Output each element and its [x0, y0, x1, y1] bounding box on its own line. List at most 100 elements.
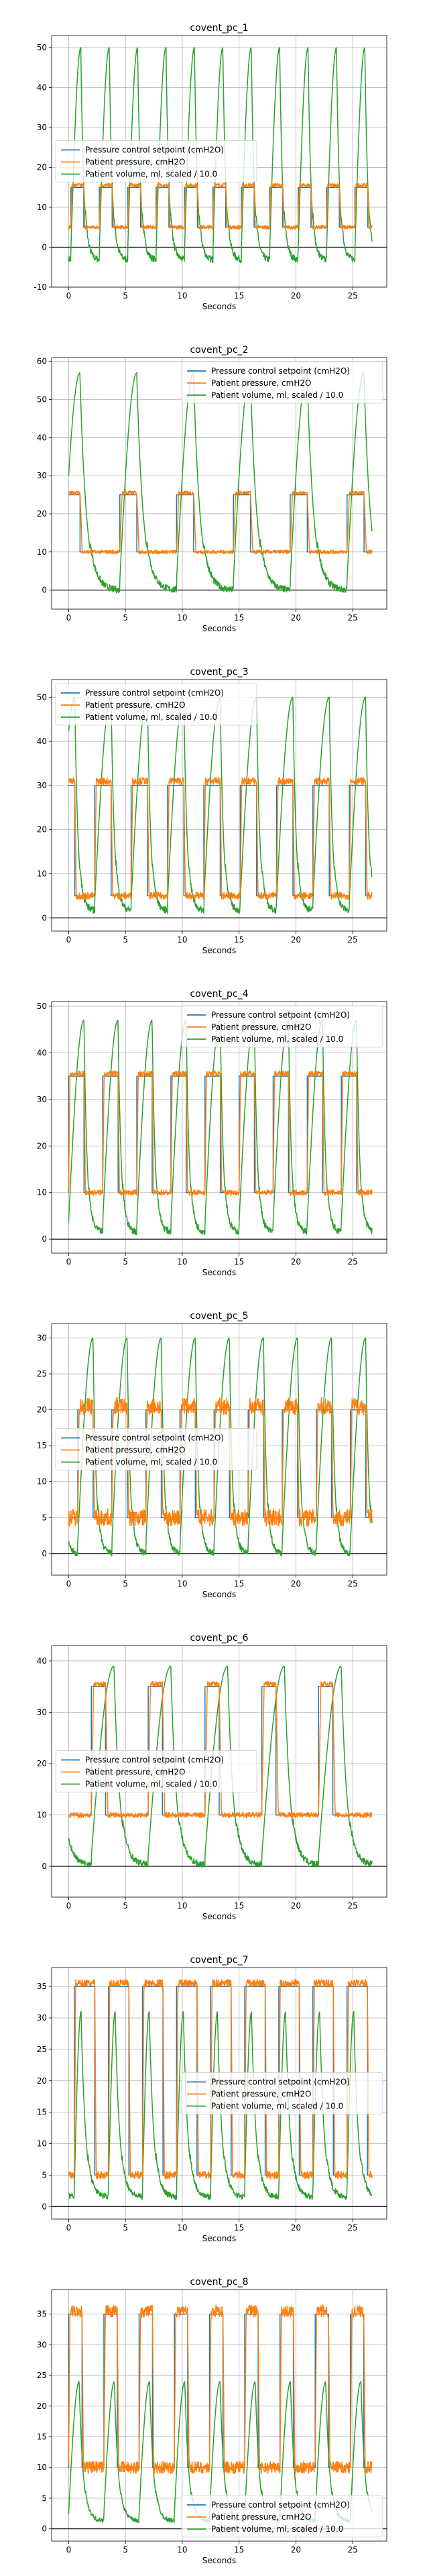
x-tick-label: 10	[177, 1579, 187, 1589]
y-tick-label: 20	[37, 162, 47, 172]
x-tick-label: 10	[177, 613, 187, 623]
legend-box	[55, 140, 257, 182]
legend-box	[181, 2072, 383, 2114]
x-tick-label: 25	[348, 935, 358, 945]
x-tick-label: 20	[291, 1901, 301, 1911]
y-tick-label: 40	[37, 433, 47, 442]
y-tick-label: 30	[37, 2013, 47, 2023]
legend-box	[181, 2495, 383, 2538]
legend-entry: Patient pressure, cmH2O	[211, 2090, 311, 2099]
x-tick-label: 5	[123, 2223, 128, 2233]
legend-entry: Patient volume, ml, scaled / 10.0	[211, 390, 343, 400]
y-tick-label: 10	[37, 2139, 47, 2149]
series-group	[68, 47, 373, 264]
y-tick-label: 0	[42, 1234, 47, 1244]
y-tick-label: 30	[37, 1707, 47, 1717]
y-tick-label: 0	[42, 913, 47, 922]
y-tick-label: 20	[37, 825, 47, 835]
x-tick-label: 20	[291, 613, 301, 623]
x-tick-label: 5	[123, 291, 128, 301]
y-tick-label: 40	[37, 737, 47, 746]
legend-entry: Pressure control setpoint (cmH2O)	[211, 1010, 350, 1020]
x-axis-label: Seconds	[202, 1590, 236, 1599]
chart-panel: covent_pc_3 0 5 10 15 20 25 0 10 20 30 40 50 Seconds P…	[37, 667, 387, 955]
legend-entry: Patient pressure, cmH2O	[85, 158, 185, 167]
chart-title: covent_pc_1	[190, 23, 248, 34]
legend-entry: Pressure control setpoint (cmH2O)	[85, 1756, 224, 1765]
x-tick-label: 20	[291, 1579, 301, 1589]
x-tick-label: 5	[123, 1257, 128, 1267]
legend-entry: Patient volume, ml, scaled / 10.0	[211, 1034, 343, 1044]
plot-frame	[51, 1323, 387, 1576]
y-tick-label: 30	[37, 1095, 47, 1104]
legend-entry: Patient volume, ml, scaled / 10.0	[85, 1458, 217, 1467]
chart-title: covent_pc_7	[190, 1955, 248, 1966]
x-tick-label: 0	[66, 1901, 72, 1911]
x-tick-label: 20	[291, 1257, 301, 1267]
x-tick-label: 25	[348, 613, 358, 623]
legend-entry: Pressure control setpoint (cmH2O)	[85, 1434, 224, 1443]
x-tick-label: 5	[123, 935, 128, 945]
x-tick-label: 10	[177, 935, 187, 945]
y-tick-label: 0	[42, 2202, 47, 2211]
y-tick-label: 0	[42, 586, 47, 595]
y-tick-label: 0	[42, 242, 47, 252]
chart-panel: covent_pc_2 0 5 10 15 20 25 0 10 20 30 40 50 60 Second…	[37, 345, 387, 633]
series-line-1	[68, 494, 372, 553]
y-tick-label: 40	[37, 1656, 47, 1666]
x-tick-label: 25	[348, 1257, 358, 1267]
legend-entry: Pressure control setpoint (cmH2O)	[85, 146, 224, 155]
x-tick-label: 15	[234, 613, 244, 623]
series-line-3	[68, 372, 373, 594]
y-tick-label: 10	[37, 203, 47, 212]
legend-box	[55, 683, 257, 726]
legend-entry: Patient pressure, cmH2O	[211, 378, 311, 388]
x-tick-label: 5	[123, 613, 128, 623]
plot-frame	[51, 35, 387, 288]
legend-entry: Patient volume, ml, scaled / 10.0	[211, 2524, 343, 2534]
y-tick-label: 30	[37, 2340, 47, 2349]
chart-title: covent_pc_2	[190, 345, 248, 356]
y-tick-label: 50	[37, 43, 47, 52]
x-tick-label: 0	[66, 2545, 72, 2555]
series-line-2	[68, 1680, 373, 1819]
legend: Pressure control setpoint (cmH2O) Patient…	[181, 2072, 383, 2114]
y-tick-label: 30	[37, 781, 47, 790]
legend-entry: Patient volume, ml, scaled / 10.0	[85, 170, 217, 179]
legend-entry: Patient volume, ml, scaled / 10.0	[85, 712, 217, 722]
y-tick-label: 10	[37, 869, 47, 878]
x-axis-label: Seconds	[202, 1912, 236, 1921]
x-axis-label: Seconds	[202, 1268, 236, 1277]
series-group	[68, 372, 373, 594]
x-tick-label: 0	[66, 935, 72, 945]
y-tick-label: 10	[37, 547, 47, 557]
legend-entry: Pressure control setpoint (cmH2O)	[211, 2500, 350, 2510]
y-tick-label: 20	[37, 1405, 47, 1415]
series-line-2	[68, 182, 373, 230]
series-group	[68, 1337, 373, 1557]
chart-title: covent_pc_3	[190, 667, 248, 678]
legend: Pressure control setpoint (cmH2O) Patient…	[55, 1428, 257, 1470]
y-tick-label: 0	[42, 2524, 47, 2534]
x-tick-label: 10	[177, 291, 187, 301]
y-tick-label: 20	[37, 2402, 47, 2411]
x-tick-label: 5	[123, 1901, 128, 1911]
legend-entry: Patient pressure, cmH2O	[211, 1022, 311, 1032]
legend-entry: Pressure control setpoint (cmH2O)	[85, 688, 224, 698]
x-tick-label: 0	[66, 291, 72, 301]
chart-title: covent_pc_4	[190, 989, 248, 1000]
y-tick-label: -10	[34, 282, 47, 292]
x-tick-label: 15	[234, 1579, 244, 1589]
legend: Pressure control setpoint (cmH2O) Patient…	[181, 2495, 383, 2538]
y-tick-label: 20	[37, 2076, 47, 2086]
y-tick-label: 5	[42, 1513, 47, 1522]
plot-frame	[51, 679, 387, 932]
x-tick-label: 20	[291, 291, 301, 301]
legend-entry: Patient pressure, cmH2O	[85, 700, 185, 710]
y-tick-label: 40	[37, 1048, 47, 1057]
y-tick-label: 30	[37, 123, 47, 132]
y-tick-label: 30	[37, 1333, 47, 1342]
x-tick-label: 0	[66, 1257, 72, 1267]
x-tick-label: 15	[234, 291, 244, 301]
